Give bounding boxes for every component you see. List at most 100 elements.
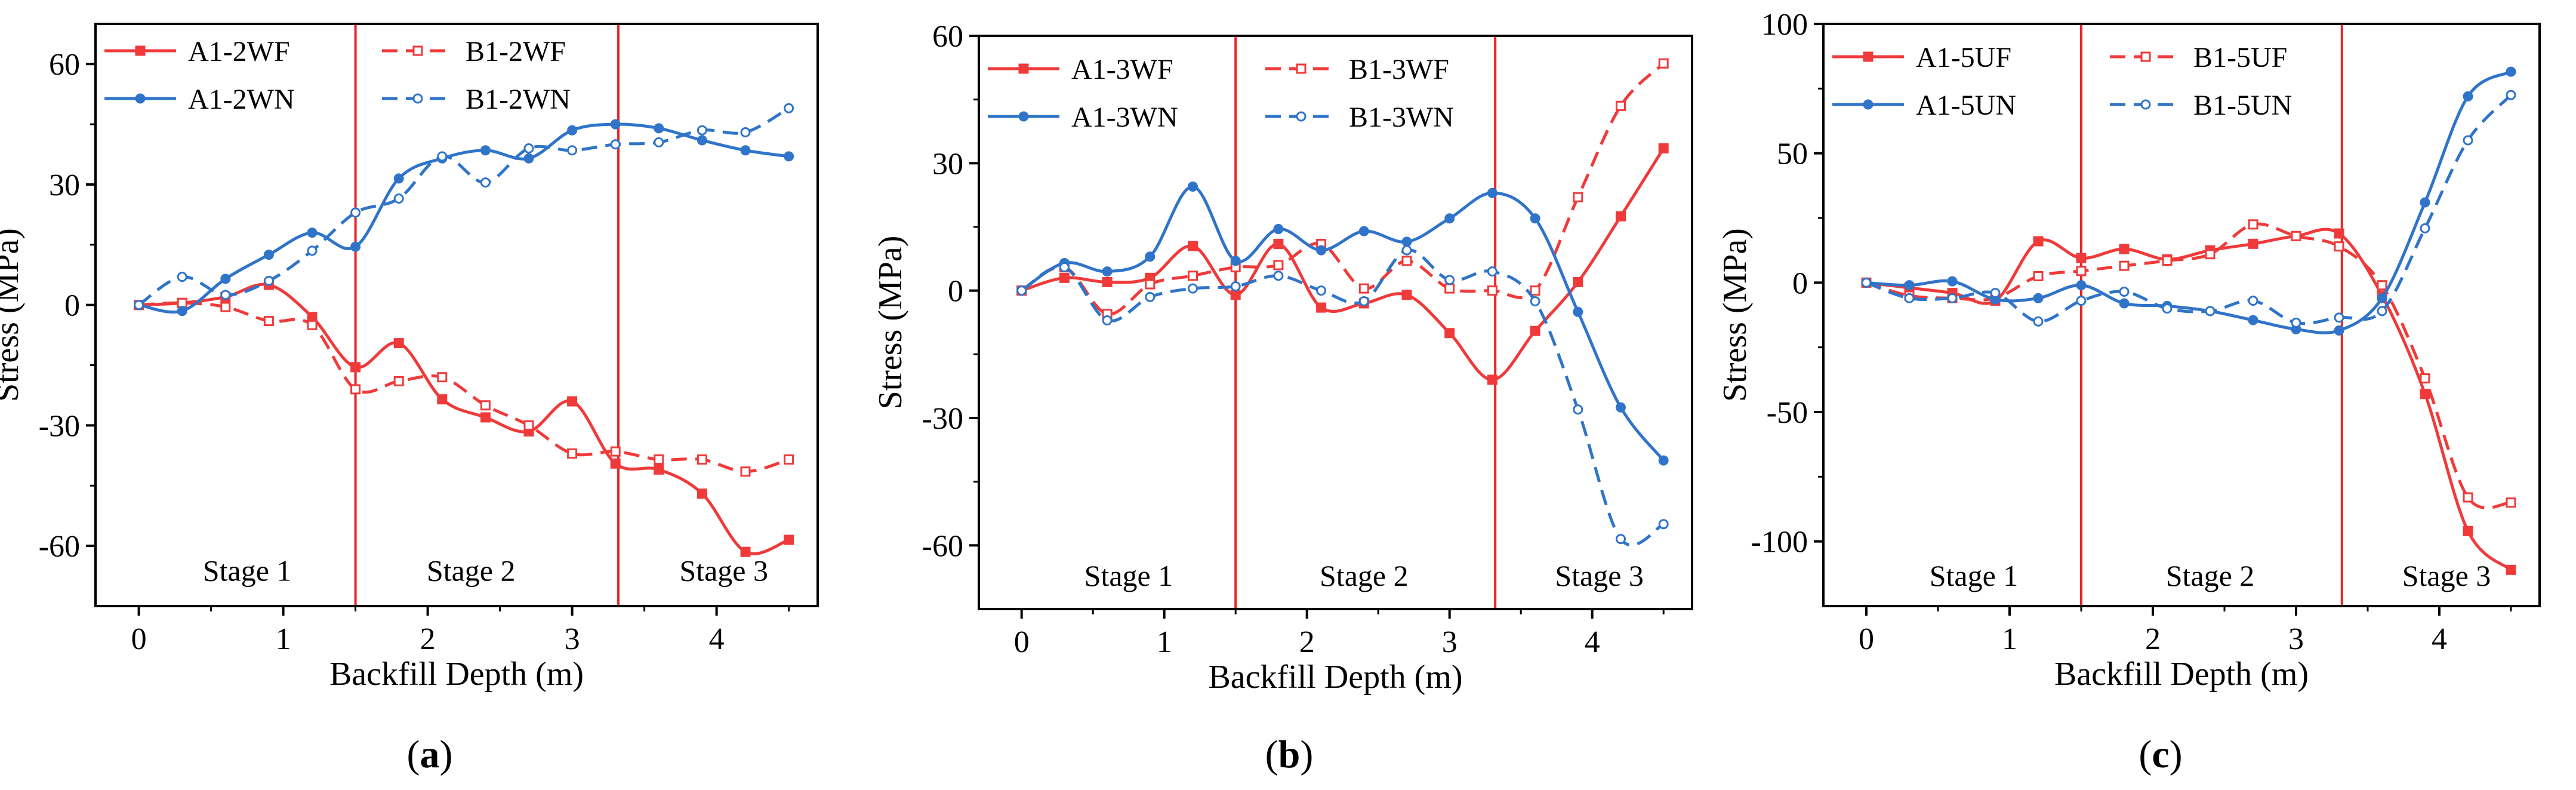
data-point-A1-3WN-12	[1530, 213, 1540, 224]
legend-marker-B1-2WF	[412, 45, 423, 56]
series-A1-5UF	[1861, 228, 2516, 575]
data-point-A1-5UF-14	[2463, 525, 2473, 536]
data-point-A1-3WN-15	[1658, 455, 1669, 466]
data-point-B1-5UN-10	[2291, 318, 2301, 328]
data-point-B1-2WN-15	[784, 103, 794, 113]
legend-marker-A1-2WF	[135, 45, 146, 56]
legend-label-B1-5UN: B1-5UN	[2193, 90, 2292, 121]
data-point-B1-5UF-12	[2377, 280, 2387, 291]
plot-frame	[978, 35, 1693, 610]
data-point-B1-5UF-4	[2033, 271, 2044, 281]
data-point-A1-5UN-4	[2033, 293, 2044, 303]
data-point-A1-3WF-1	[1059, 272, 1070, 283]
data-point-B1-2WF-7	[437, 372, 448, 383]
chart-panel-a: 0 1 2 3 4 -60 -30 0 30 60 Backfill Depth (m) Stress…	[0, 23, 819, 776]
data-point-B1-5UF-15	[2506, 497, 2516, 508]
data-point-B1-2WF-2	[220, 302, 231, 312]
data-point-B1-3WF-15	[1658, 58, 1669, 69]
legend-label-A1-3WN: A1-3WN	[1071, 102, 1178, 133]
legend-marker-A1-5UF	[1863, 51, 1874, 62]
data-point-B1-5UF-5	[2076, 266, 2087, 276]
data-point-B1-5UN-15	[2506, 90, 2516, 100]
data-point-A1-3WN-14	[1616, 402, 1626, 413]
data-point-B1-5UF-9	[2248, 219, 2258, 230]
data-point-A1-2WF-10	[567, 396, 578, 407]
y-tick-label: -60	[922, 529, 963, 563]
data-point-A1-3WN-2	[1102, 266, 1113, 277]
data-point-B1-2WF-5	[350, 384, 361, 395]
panel-caption: (b)	[1265, 733, 1314, 776]
legend-label-B1-2WF: B1-2WF	[466, 36, 566, 67]
legend-marker-A1-3WF	[1018, 63, 1029, 74]
legend-marker-B1-2WN	[412, 93, 423, 104]
y-tick-label: -50	[1767, 396, 1808, 430]
legend-marker-A1-5UN	[1863, 99, 1874, 110]
series-B1-2WN	[134, 103, 794, 311]
legend-label-B1-3WN: B1-3WN	[1349, 102, 1454, 133]
data-point-A1-3WF-13	[1573, 276, 1583, 287]
data-point-A1-2WF-11	[610, 458, 621, 469]
data-point-A1-5UN-11	[2334, 325, 2344, 336]
panel-caption: (a)	[407, 733, 453, 776]
data-point-A1-2WN-2	[220, 273, 231, 284]
data-point-A1-2WF-12	[654, 464, 664, 475]
stage-label-3: Stage 3	[1555, 559, 1644, 592]
data-point-B1-3WN-13	[1573, 404, 1583, 415]
x-tick-label: 2	[420, 622, 436, 656]
data-point-A1-2WN-10	[567, 125, 578, 136]
data-point-A1-3WF-11	[1487, 374, 1497, 385]
data-point-B1-2WN-6	[393, 193, 404, 204]
data-point-A1-3WF-7	[1316, 302, 1327, 313]
data-point-B1-3WN-15	[1658, 519, 1669, 530]
data-point-B1-5UF-8	[2205, 249, 2216, 260]
series-line-A1-2WF	[138, 282, 790, 555]
data-point-A1-5UF-15	[2506, 564, 2516, 575]
data-point-A1-3WF-12	[1530, 325, 1540, 336]
data-point-A1-3WN-11	[1487, 187, 1497, 198]
data-point-A1-2WN-8	[480, 145, 491, 156]
x-tick-label: 4	[1585, 625, 1600, 659]
data-point-B1-3WN-3	[1145, 291, 1155, 302]
y-tick-label: -60	[39, 530, 80, 564]
data-point-A1-5UF-6	[2119, 244, 2130, 254]
data-point-A1-3WF-14	[1616, 211, 1626, 222]
x-axis-label: Backfill Depth (m)	[1208, 659, 1462, 696]
stage-label-2: Stage 2	[2166, 559, 2255, 592]
data-point-B1-5UN-14	[2463, 135, 2473, 146]
data-point-B1-5UN-11	[2334, 312, 2344, 323]
legend-marker-B1-5UF	[2140, 51, 2151, 62]
data-point-B1-3WN-4	[1188, 283, 1198, 294]
data-point-A1-5UN-12	[2377, 293, 2387, 303]
data-point-A1-2WF-5	[350, 362, 361, 373]
data-point-B1-2WN-2	[220, 290, 231, 300]
data-point-B1-3WN-11	[1487, 266, 1497, 277]
chart-panel-c: 0 1 2 3 4 -100 -50 0 50 100 Backfill Depth (m) Stre…	[1717, 8, 2541, 776]
data-point-A1-3WF-2	[1102, 276, 1113, 287]
data-point-B1-2WN-3	[263, 275, 274, 286]
y-tick-label: 0	[64, 289, 80, 323]
x-tick-label: 3	[1442, 625, 1458, 659]
data-point-A1-2WF-8	[480, 412, 491, 423]
stage-label-1: Stage 1	[1930, 559, 2019, 592]
x-tick-label: 0	[131, 622, 147, 656]
data-point-B1-5UF-10	[2291, 230, 2301, 241]
legend-marker-A1-2WN	[135, 93, 146, 104]
y-tick-label: 0	[948, 275, 963, 309]
data-point-B1-2WN-8	[480, 177, 491, 188]
data-point-A1-2WN-4	[307, 228, 318, 238]
data-point-B1-3WF-4	[1188, 270, 1198, 281]
data-point-B1-5UN-4	[2033, 316, 2044, 327]
data-point-A1-5UF-4	[2033, 236, 2044, 247]
data-point-A1-2WN-15	[784, 151, 794, 162]
data-point-B1-5UN-8	[2205, 306, 2216, 316]
data-point-B1-3WN-2	[1102, 315, 1113, 325]
series-line-A1-3WF	[1021, 147, 1665, 382]
x-tick-label: 4	[709, 622, 725, 656]
legend-label-A1-3WF: A1-3WF	[1071, 54, 1173, 85]
data-point-B1-5UF-11	[2334, 241, 2344, 252]
data-point-A1-3WN-3	[1145, 251, 1155, 262]
data-point-B1-2WN-9	[523, 143, 534, 153]
series-B1-2WF	[134, 297, 794, 477]
stage-label-2: Stage 2	[427, 554, 516, 587]
